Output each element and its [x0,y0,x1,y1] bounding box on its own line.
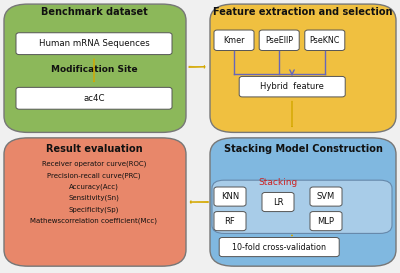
Text: PseKNC: PseKNC [310,36,340,44]
Text: SVM: SVM [317,192,335,201]
FancyBboxPatch shape [210,4,396,132]
FancyBboxPatch shape [262,192,294,212]
FancyBboxPatch shape [214,212,246,231]
Text: Sensitivity(Sn): Sensitivity(Sn) [68,195,120,201]
Text: 10-fold cross-validation: 10-fold cross-validation [232,243,326,251]
Text: LR: LR [273,198,283,206]
FancyBboxPatch shape [4,4,186,132]
Text: KNN: KNN [221,192,239,201]
Text: Modification Site: Modification Site [51,65,137,74]
Text: Result evaluation: Result evaluation [46,144,142,154]
FancyBboxPatch shape [210,138,396,266]
FancyBboxPatch shape [310,187,342,206]
Text: RF: RF [225,217,235,225]
FancyBboxPatch shape [310,212,342,231]
Text: Benchmark dataset: Benchmark dataset [41,7,147,17]
Text: MLP: MLP [318,217,334,225]
Text: Specificity(Sp): Specificity(Sp) [69,206,119,213]
Text: Accuracy(Acc): Accuracy(Acc) [69,183,119,190]
Text: Stacking Model Construction: Stacking Model Construction [224,144,383,154]
Text: PseEIIP: PseEIIP [265,36,293,44]
FancyBboxPatch shape [305,30,345,51]
FancyBboxPatch shape [214,187,246,206]
FancyBboxPatch shape [212,180,392,233]
FancyBboxPatch shape [16,33,172,55]
FancyBboxPatch shape [259,30,299,51]
Text: Kmer: Kmer [223,36,245,44]
Text: Feature extraction and selection: Feature extraction and selection [214,7,393,17]
Text: Precision-recall curve(PRC): Precision-recall curve(PRC) [47,172,141,179]
Text: Mathewscorrelation coefficient(Mcc): Mathewscorrelation coefficient(Mcc) [30,218,158,224]
Text: Human mRNA Sequences: Human mRNA Sequences [39,39,149,48]
FancyBboxPatch shape [219,238,339,257]
Text: Hybrid  feature: Hybrid feature [260,82,324,91]
FancyBboxPatch shape [214,30,254,51]
Text: ac4C: ac4C [83,94,105,103]
FancyBboxPatch shape [239,76,345,97]
Text: Receiver operator curve(ROC): Receiver operator curve(ROC) [42,161,146,167]
FancyBboxPatch shape [16,87,172,109]
Text: Stacking: Stacking [258,179,298,187]
FancyBboxPatch shape [4,138,186,266]
